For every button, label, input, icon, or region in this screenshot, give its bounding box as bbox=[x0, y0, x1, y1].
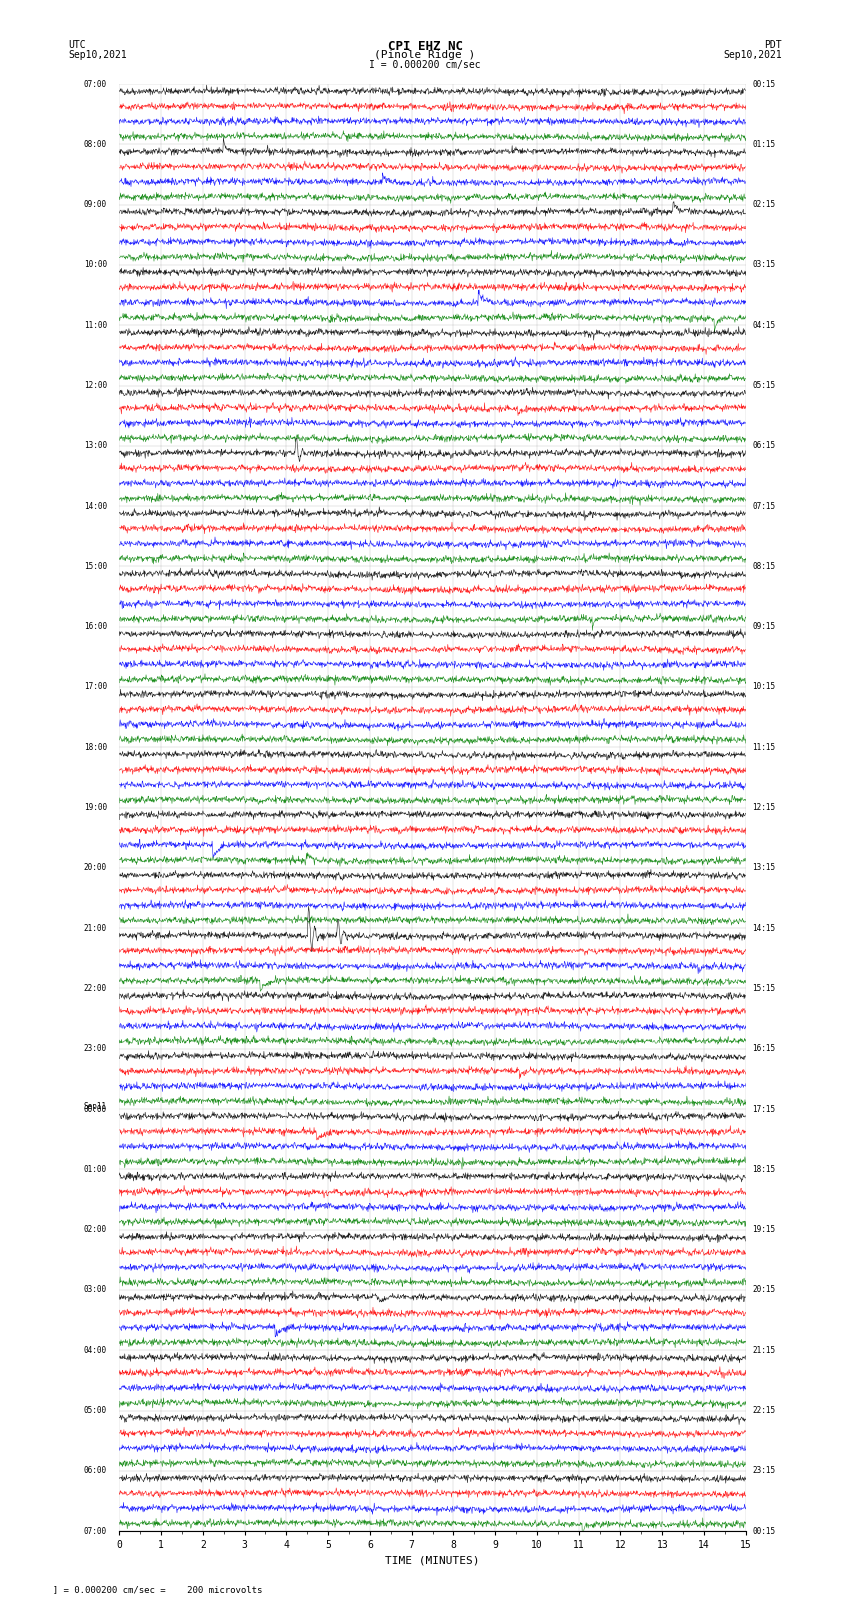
Text: I = 0.000200 cm/sec: I = 0.000200 cm/sec bbox=[369, 60, 481, 69]
Text: 00:00: 00:00 bbox=[83, 1105, 107, 1113]
Text: 15:00: 15:00 bbox=[83, 561, 107, 571]
Text: 22:15: 22:15 bbox=[752, 1407, 775, 1415]
Text: 23:00: 23:00 bbox=[83, 1044, 107, 1053]
Text: 21:15: 21:15 bbox=[752, 1345, 775, 1355]
Text: 17:00: 17:00 bbox=[83, 682, 107, 692]
Text: 08:15: 08:15 bbox=[752, 561, 775, 571]
Text: 00:15: 00:15 bbox=[752, 1526, 775, 1536]
Text: 09:15: 09:15 bbox=[752, 623, 775, 631]
Text: 18:15: 18:15 bbox=[752, 1165, 775, 1174]
Text: 07:00: 07:00 bbox=[83, 1526, 107, 1536]
Text: 04:15: 04:15 bbox=[752, 321, 775, 329]
Text: 05:15: 05:15 bbox=[752, 381, 775, 390]
Text: 12:15: 12:15 bbox=[752, 803, 775, 811]
Text: 01:00: 01:00 bbox=[83, 1165, 107, 1174]
Text: 10:15: 10:15 bbox=[752, 682, 775, 692]
Text: Sep10,2021: Sep10,2021 bbox=[68, 50, 127, 60]
Text: 00:15: 00:15 bbox=[752, 79, 775, 89]
Text: 12:00: 12:00 bbox=[83, 381, 107, 390]
Text: 06:00: 06:00 bbox=[83, 1466, 107, 1476]
Text: 16:15: 16:15 bbox=[752, 1044, 775, 1053]
Text: 05:00: 05:00 bbox=[83, 1407, 107, 1415]
Text: 07:00: 07:00 bbox=[83, 79, 107, 89]
X-axis label: TIME (MINUTES): TIME (MINUTES) bbox=[385, 1557, 479, 1566]
Text: 10:00: 10:00 bbox=[83, 260, 107, 269]
Text: 20:00: 20:00 bbox=[83, 863, 107, 873]
Text: 21:00: 21:00 bbox=[83, 924, 107, 932]
Text: Sep11: Sep11 bbox=[83, 1102, 107, 1111]
Text: 06:15: 06:15 bbox=[752, 442, 775, 450]
Text: 14:00: 14:00 bbox=[83, 502, 107, 511]
Text: ] = 0.000200 cm/sec =    200 microvolts: ] = 0.000200 cm/sec = 200 microvolts bbox=[42, 1584, 263, 1594]
Text: UTC: UTC bbox=[68, 40, 86, 50]
Text: 08:00: 08:00 bbox=[83, 140, 107, 148]
Text: 14:15: 14:15 bbox=[752, 924, 775, 932]
Text: 13:15: 13:15 bbox=[752, 863, 775, 873]
Text: 07:15: 07:15 bbox=[752, 502, 775, 511]
Text: 11:00: 11:00 bbox=[83, 321, 107, 329]
Text: 11:15: 11:15 bbox=[752, 744, 775, 752]
Text: 04:00: 04:00 bbox=[83, 1345, 107, 1355]
Text: 09:00: 09:00 bbox=[83, 200, 107, 210]
Text: 03:15: 03:15 bbox=[752, 260, 775, 269]
Text: 16:00: 16:00 bbox=[83, 623, 107, 631]
Text: 03:00: 03:00 bbox=[83, 1286, 107, 1295]
Text: 20:15: 20:15 bbox=[752, 1286, 775, 1295]
Text: 22:00: 22:00 bbox=[83, 984, 107, 994]
Text: 17:15: 17:15 bbox=[752, 1105, 775, 1113]
Text: 19:15: 19:15 bbox=[752, 1226, 775, 1234]
Text: 02:15: 02:15 bbox=[752, 200, 775, 210]
Text: PDT: PDT bbox=[764, 40, 782, 50]
Text: CPI EHZ NC: CPI EHZ NC bbox=[388, 40, 462, 53]
Text: 13:00: 13:00 bbox=[83, 442, 107, 450]
Text: 18:00: 18:00 bbox=[83, 744, 107, 752]
Text: 02:00: 02:00 bbox=[83, 1226, 107, 1234]
Text: 01:15: 01:15 bbox=[752, 140, 775, 148]
Text: Sep10,2021: Sep10,2021 bbox=[723, 50, 782, 60]
Text: 15:15: 15:15 bbox=[752, 984, 775, 994]
Text: 23:15: 23:15 bbox=[752, 1466, 775, 1476]
Text: 19:00: 19:00 bbox=[83, 803, 107, 811]
Text: (Pinole Ridge ): (Pinole Ridge ) bbox=[374, 50, 476, 60]
